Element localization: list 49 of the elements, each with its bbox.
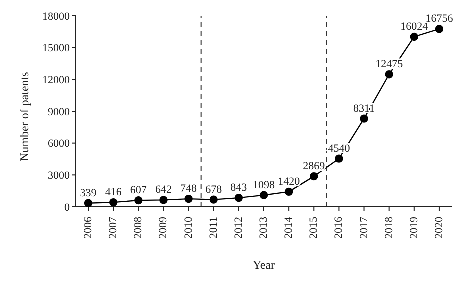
point <box>110 198 118 207</box>
data-label: 1420 <box>278 176 301 188</box>
x-tick-label: 2016 <box>333 216 346 239</box>
x-tick-label: 2015 <box>308 216 320 239</box>
y-tick-label: 3000 <box>48 170 70 182</box>
point <box>260 191 268 200</box>
point <box>435 25 444 34</box>
y-tick-label: 15000 <box>42 42 70 55</box>
point <box>184 194 193 204</box>
x-tick-label: 2017 <box>358 216 370 239</box>
y-axis-title: Number of patents <box>17 72 32 162</box>
x-tick-label: 2012 <box>232 217 245 239</box>
x-tick-label: 2011 <box>208 217 220 239</box>
point <box>160 196 168 204</box>
y-tick-label: 18000 <box>42 10 70 23</box>
data-label: 2869 <box>303 160 326 173</box>
data-label: 607 <box>130 184 148 197</box>
x-tick-label: 2010 <box>182 216 195 239</box>
y-tick-label: 9000 <box>48 106 70 118</box>
x-tick-label: 2018 <box>383 216 396 239</box>
y-tick-label: 0 <box>64 202 70 214</box>
point <box>134 196 143 205</box>
x-tick-label: 2019 <box>408 216 420 239</box>
data-label: 843 <box>230 182 248 194</box>
point <box>234 194 244 202</box>
point <box>335 154 344 163</box>
point <box>284 188 294 196</box>
y-tick-label: 6000 <box>48 138 70 150</box>
data-label: 642 <box>155 184 172 196</box>
point <box>385 70 394 79</box>
point <box>210 196 218 204</box>
x-tick-label: 2020 <box>433 216 446 239</box>
point <box>310 172 318 181</box>
point <box>360 114 368 123</box>
data-label: 748 <box>180 183 198 196</box>
x-tick-label: 2008 <box>132 216 145 239</box>
x-tick-label: 2006 <box>82 216 95 239</box>
data-label: 339 <box>80 187 98 200</box>
data-label: 1098 <box>253 179 276 192</box>
point <box>410 32 418 42</box>
x-tick-label: 2014 <box>283 216 296 239</box>
data-label: 416 <box>105 186 122 199</box>
x-axis-title: Year <box>252 258 276 272</box>
x-tick-label: 2013 <box>258 216 270 239</box>
y-tick-label: 12000 <box>42 74 70 87</box>
x-tick-label: 2009 <box>158 216 170 239</box>
data-label: 678 <box>206 184 223 196</box>
x-tick-label: 2007 <box>108 216 120 239</box>
point <box>84 199 93 207</box>
